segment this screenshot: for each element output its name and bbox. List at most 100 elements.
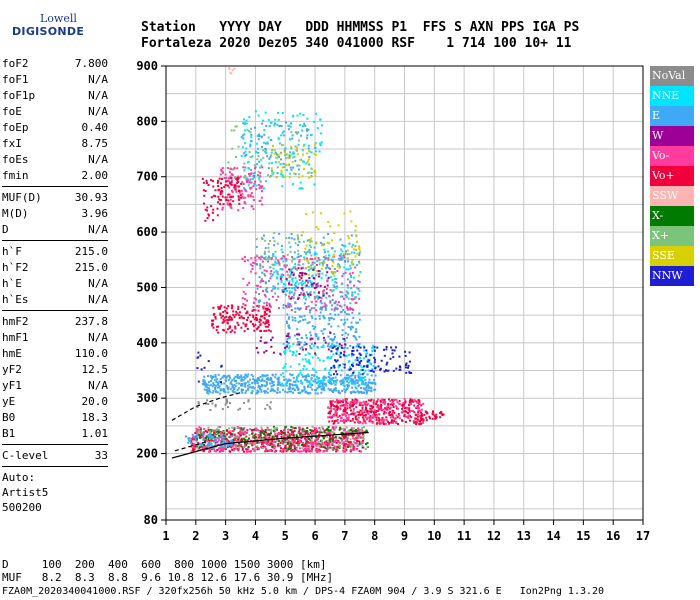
echo-point-e: [271, 169, 273, 172]
echo-point-e: [256, 380, 259, 382]
echo-point-e: [227, 391, 230, 394]
echo-point-vo-: [404, 401, 407, 404]
echo-point-noval: [248, 407, 251, 410]
x-tick-label: 12: [487, 529, 501, 543]
echo-point-nne: [304, 281, 307, 284]
echo-point-e: [367, 389, 370, 392]
echo-point-x-: [247, 446, 250, 448]
echo-point-x-: [200, 433, 203, 436]
echo-point-nne: [332, 284, 335, 287]
echo-point-vo-: [423, 413, 426, 416]
echo-point-w: [282, 290, 285, 293]
echo-point-x-: [364, 430, 367, 433]
echo-point-x-: [231, 426, 234, 429]
echo-point-vo-: [370, 404, 373, 407]
echo-point-vo-: [251, 429, 253, 432]
echo-point-vo-: [234, 447, 237, 450]
echo-point-vo-: [240, 440, 243, 443]
echo-point-e: [337, 391, 340, 394]
echo-point-nne: [321, 272, 324, 275]
echo-point-vo-: [212, 319, 215, 322]
echo-point-nne: [356, 286, 358, 289]
echo-point-e: [250, 386, 253, 389]
echo-point-nne: [307, 361, 310, 364]
echo-point-vo-: [352, 408, 355, 410]
echo-point-vo-: [335, 426, 338, 429]
echo-point-nne: [310, 134, 312, 136]
echo-point-vo-: [252, 323, 254, 326]
echo-point-nne: [309, 290, 312, 293]
echo-point-vo-: [242, 183, 245, 185]
echo-point-e: [298, 241, 301, 243]
echo-point-vo-: [305, 448, 308, 451]
echo-point-vo-: [238, 202, 241, 205]
echo-point-x-: [253, 428, 256, 431]
echo-point-vo-: [259, 324, 262, 327]
echo-point-x-: [211, 428, 214, 431]
echo-point-nne: [313, 369, 316, 371]
echo-point-e: [358, 252, 361, 255]
echo-point-vo-: [212, 429, 215, 432]
echo-point-vo-: [370, 411, 373, 414]
legend-entry-nnw: NNW: [650, 266, 694, 286]
echo-point-nne: [254, 110, 257, 113]
echo-point-e: [285, 306, 288, 309]
echo-point-nne: [348, 360, 350, 363]
echo-point-e: [276, 388, 279, 391]
echo-point-vo-: [233, 186, 236, 189]
echo-point-vo-: [393, 398, 396, 401]
echo-point-vo-: [310, 445, 313, 448]
echo-point-e: [299, 341, 302, 344]
echo-point-ssw: [231, 69, 234, 72]
echo-point-nne: [264, 111, 267, 114]
echo-point-e: [330, 382, 332, 385]
echo-point-e: [264, 375, 267, 378]
echo-point-e: [310, 315, 313, 318]
echo-point-e: [307, 305, 310, 308]
echo-point-vo-: [214, 316, 217, 318]
echo-point-e: [260, 255, 263, 258]
echo-point-x-: [296, 149, 298, 152]
echo-point-nne: [370, 353, 373, 356]
echo-point-vo-: [210, 196, 213, 199]
echo-point-vo-: [327, 416, 330, 419]
echo-point-e: [303, 314, 306, 317]
echo-point-vo-: [404, 410, 407, 412]
echo-point-vo-: [224, 173, 227, 176]
echo-point-vo-: [267, 441, 270, 444]
echo-point-e: [276, 391, 279, 394]
echo-point-e: [231, 379, 234, 382]
echo-point-vo-: [373, 409, 376, 412]
echo-point-x-: [240, 427, 243, 430]
echo-point-e: [248, 174, 251, 177]
echo-point-vo-: [227, 193, 230, 196]
echo-point-e: [299, 391, 301, 394]
echo-point-e: [217, 373, 220, 376]
echo-point-e: [214, 384, 217, 387]
echo-point-x-: [278, 440, 281, 443]
echo-point-vo-: [211, 324, 214, 327]
echo-point-nne: [291, 354, 294, 356]
echo-point-vo-: [367, 412, 370, 415]
echo-point-e: [291, 134, 294, 137]
echo-point-vo-: [315, 448, 318, 451]
echo-point-nnw: [330, 366, 333, 369]
echo-point-x-: [296, 234, 299, 237]
echo-point-e: [304, 391, 307, 394]
echo-point-vo-: [326, 432, 329, 435]
param-key: D: [2, 223, 9, 236]
echo-point-x-: [264, 429, 267, 431]
echo-point-nne: [329, 357, 332, 360]
echo-point-vo-: [341, 438, 344, 441]
echo-point-e: [265, 390, 268, 393]
echo-point-nne: [344, 245, 347, 248]
echo-point-vo-: [255, 427, 258, 430]
echo-point-vo-: [268, 304, 271, 307]
echo-point-e: [263, 133, 266, 136]
echo-point-vo-: [213, 432, 215, 435]
echo-point-vo-: [378, 418, 381, 421]
echo-point-nne: [301, 187, 304, 190]
echo-point-x-: [344, 435, 347, 437]
echo-point-x-: [360, 429, 363, 432]
echo-point-vo-: [267, 329, 270, 332]
